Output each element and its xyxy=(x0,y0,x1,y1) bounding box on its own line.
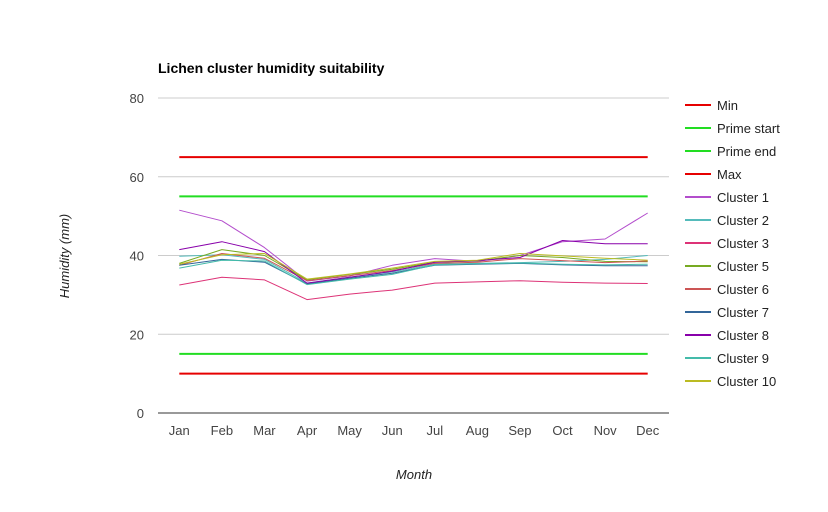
series-line-cluster-7 xyxy=(179,258,648,285)
y-tick-label: 20 xyxy=(130,327,144,342)
x-tick-label: Nov xyxy=(594,423,618,438)
chart-title: Lichen cluster humidity suitability xyxy=(158,60,385,76)
legend-item: Cluster 10 xyxy=(685,374,776,389)
y-tick-label: 40 xyxy=(130,249,144,264)
x-tick-label: Mar xyxy=(253,423,276,438)
y-axis-ticks: 0 20 40 60 80 xyxy=(130,91,144,421)
legend-label: Cluster 8 xyxy=(717,328,769,343)
legend-item: Cluster 1 xyxy=(685,190,769,205)
legend-item: Min xyxy=(685,98,738,113)
legend-label: Cluster 10 xyxy=(717,374,776,389)
x-tick-label: May xyxy=(337,423,362,438)
y-tick-label: 80 xyxy=(130,91,144,106)
series-line-cluster-1 xyxy=(179,209,648,282)
legend-label: Cluster 3 xyxy=(717,236,769,251)
series-lines xyxy=(179,156,648,375)
x-tick-label: Sep xyxy=(508,423,531,438)
legend-item: Cluster 3 xyxy=(685,236,769,251)
x-axis-ticks: Jan Feb Mar Apr May Jun Jul Aug Sep Oct Nov Dec xyxy=(169,423,660,438)
x-tick-label: Feb xyxy=(211,423,233,438)
legend-label: Prime start xyxy=(717,121,780,136)
legend-item: Cluster 5 xyxy=(685,259,769,274)
x-tick-label: Dec xyxy=(636,423,660,438)
x-tick-label: Oct xyxy=(552,423,573,438)
legend-label: Max xyxy=(717,167,742,182)
series-line-cluster-8 xyxy=(179,240,648,284)
legend-item: Cluster 9 xyxy=(685,351,769,366)
legend-item: Cluster 8 xyxy=(685,328,769,343)
legend: Min Prime start Prime end Max Cluster 1 Clust… xyxy=(685,98,780,389)
y-tick-label: 60 xyxy=(130,170,144,185)
legend-item: Prime start xyxy=(685,121,780,136)
legend-item: Cluster 2 xyxy=(685,213,769,228)
legend-label: Cluster 2 xyxy=(717,213,769,228)
legend-item: Cluster 6 xyxy=(685,282,769,297)
legend-label: Cluster 7 xyxy=(717,305,769,320)
x-tick-label: Jul xyxy=(426,423,443,438)
series-line-cluster-9 xyxy=(179,259,648,286)
series-line-cluster-5 xyxy=(179,249,648,281)
legend-label: Cluster 1 xyxy=(717,190,769,205)
x-tick-label: Aug xyxy=(466,423,489,438)
y-axis-title: Humidity (mm) xyxy=(57,214,72,299)
legend-item: Cluster 7 xyxy=(685,305,769,320)
legend-label: Min xyxy=(717,98,738,113)
legend-label: Cluster 6 xyxy=(717,282,769,297)
x-tick-label: Jun xyxy=(382,423,403,438)
legend-label: Prime end xyxy=(717,144,776,159)
y-tick-label: 0 xyxy=(137,406,144,421)
series-line-cluster-10 xyxy=(179,253,648,280)
legend-item: Prime end xyxy=(685,144,776,159)
x-axis-title: Month xyxy=(396,467,432,482)
x-tick-label: Apr xyxy=(297,423,318,438)
series-line-cluster-3 xyxy=(179,276,648,301)
legend-item: Max xyxy=(685,167,742,182)
gridlines xyxy=(158,97,669,414)
legend-label: Cluster 5 xyxy=(717,259,769,274)
x-tick-label: Jan xyxy=(169,423,190,438)
legend-label: Cluster 9 xyxy=(717,351,769,366)
